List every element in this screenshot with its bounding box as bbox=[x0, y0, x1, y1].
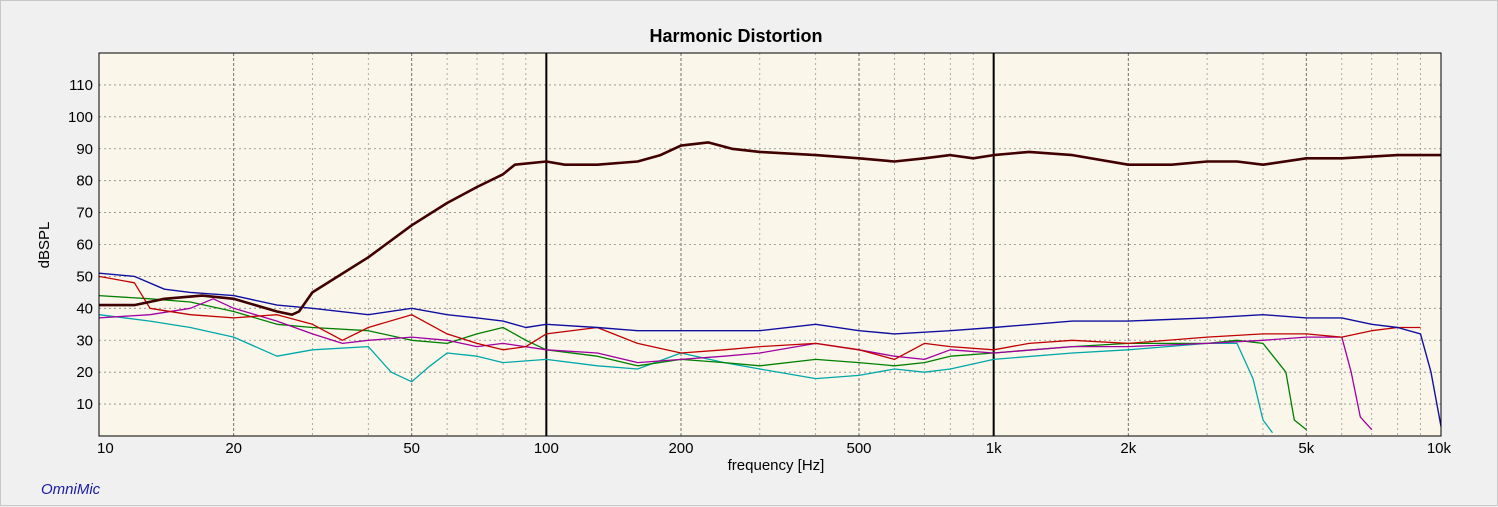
series-line-5 bbox=[98, 272, 1442, 427]
major-gridlines bbox=[99, 53, 1441, 436]
x-tick-label: 5k bbox=[1298, 440, 1314, 457]
x-tick-label: 20 bbox=[225, 440, 242, 457]
brand-label: OmniMic bbox=[41, 481, 101, 498]
plot-border bbox=[98, 52, 1442, 437]
y-tick-label: 50 bbox=[76, 268, 93, 285]
x-tick-labels: 10 20 50 100 200 500 1k 2k 5k 10k bbox=[97, 440, 1451, 457]
x-tick-label: 50 bbox=[403, 440, 420, 457]
y-tick-label: 70 bbox=[76, 205, 93, 222]
y-tick-label: 30 bbox=[76, 332, 93, 349]
y-tick-label: 100 bbox=[68, 109, 93, 126]
cursor-markers bbox=[545, 53, 995, 436]
x-tick-label: 10k bbox=[1427, 440, 1452, 457]
series-layer bbox=[98, 141, 1442, 434]
x-tick-label: 2k bbox=[1120, 440, 1136, 457]
y-tick-label: 80 bbox=[76, 173, 93, 190]
x-tick-label: 100 bbox=[534, 440, 559, 457]
chart-title: Harmonic Distortion bbox=[649, 26, 822, 46]
y-tick-label: 10 bbox=[76, 396, 93, 413]
series-line-3 bbox=[98, 298, 1373, 431]
y-tick-label: 40 bbox=[76, 300, 93, 317]
y-tick-label: 60 bbox=[76, 237, 93, 254]
x-tick-label: 200 bbox=[668, 440, 693, 457]
y-axis-label: dBSPL bbox=[36, 222, 53, 269]
y-tick-label: 110 bbox=[69, 77, 93, 94]
x-tick-label: 10 bbox=[97, 440, 114, 457]
y-tick-label: 20 bbox=[76, 364, 93, 381]
y-tick-label: 90 bbox=[76, 141, 93, 158]
y-tick-labels: 10 20 30 40 50 60 70 80 90 100 110 bbox=[68, 77, 93, 413]
series-line-6 bbox=[99, 141, 1441, 317]
series-line-4 bbox=[98, 275, 1421, 361]
x-tick-label: 500 bbox=[846, 440, 871, 457]
x-axis-label: frequency [Hz] bbox=[728, 457, 825, 474]
x-tick-label: 1k bbox=[986, 440, 1002, 457]
